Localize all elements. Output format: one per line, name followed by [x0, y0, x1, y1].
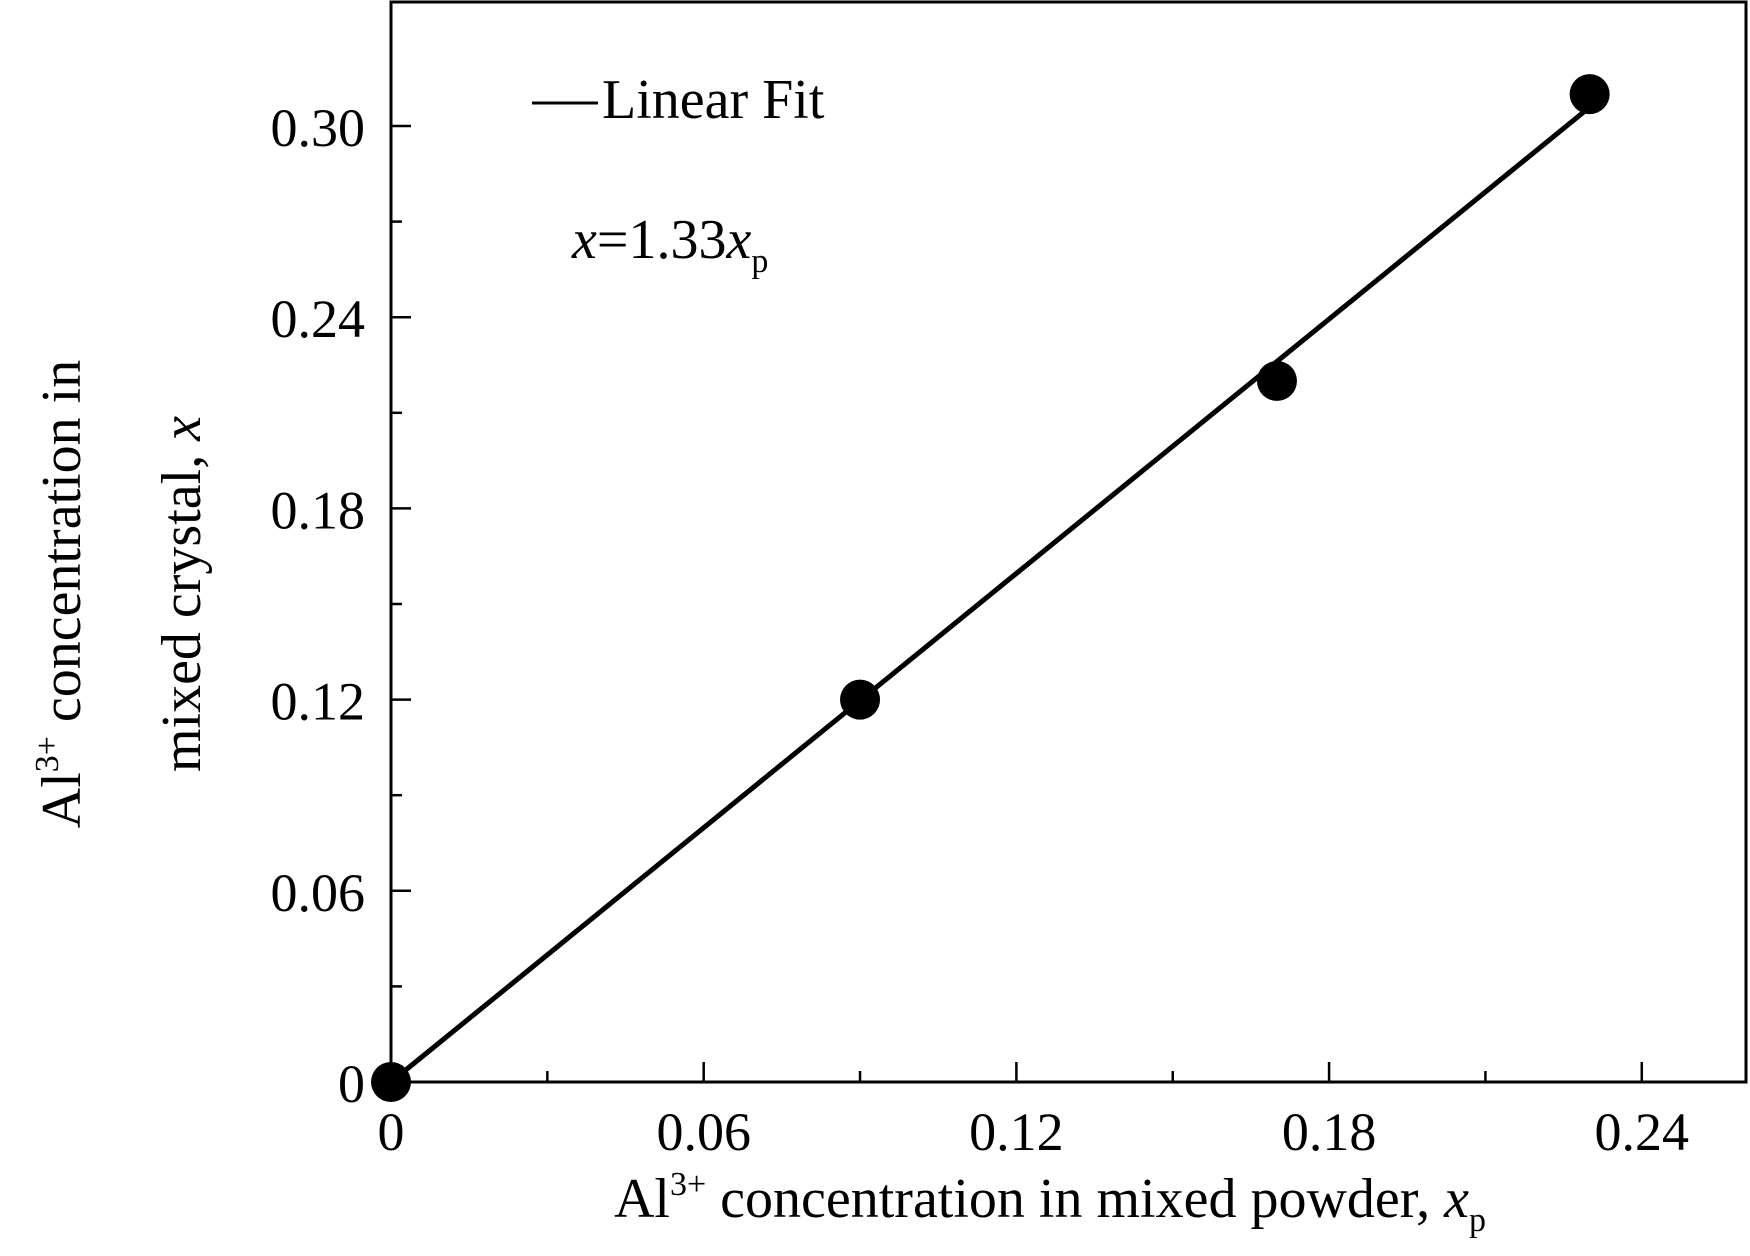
ylabel-prefix: Al: [31, 772, 93, 828]
data-points: [371, 74, 1610, 1102]
x-tick-label: 0.18: [1282, 1102, 1377, 1162]
legend-label: Linear Fit: [602, 69, 825, 131]
y-tick-label: 0.24: [271, 289, 366, 349]
y-tick-label: 0: [338, 1054, 365, 1114]
xlabel-prefix: Al: [614, 1168, 670, 1230]
y-tick-label: 0.18: [271, 480, 366, 540]
ylabel-superscript: 3+: [29, 736, 66, 772]
equation-mid: =1.33: [597, 209, 727, 271]
data-point: [1569, 74, 1610, 115]
y-tick-label: 0.06: [271, 863, 366, 923]
ylabel-var: x: [151, 416, 213, 442]
fit-line: [388, 104, 1593, 1085]
y-tick-label: 0.12: [271, 672, 366, 732]
equation-var: x: [725, 209, 751, 271]
ylabel-line1: Al3+ concentration in: [29, 360, 93, 829]
ylabel-main-2: mixed crystal,: [151, 441, 213, 772]
xlabel-subscript: p: [1469, 1202, 1486, 1239]
x-tick-label: 0.24: [1595, 1102, 1690, 1162]
fit-line-group: [388, 104, 1593, 1085]
data-point: [840, 679, 881, 720]
x-tick-label: 0.06: [656, 1102, 751, 1162]
y-tick-label: 0.30: [271, 98, 366, 158]
equation-subscript: p: [751, 243, 768, 280]
plot-frame: [389, 0, 1748, 1084]
x-tick-label: 0: [378, 1102, 405, 1162]
y-axis-label: Al3+ concentration in mixed crystal, x: [29, 360, 213, 829]
x-axis-ticks: 0 0.06 0.12 0.18 0.24: [378, 1062, 1690, 1162]
ylabel-main-1: concentration in: [31, 360, 93, 736]
xlabel-main: concentration in mixed powder,: [706, 1168, 1444, 1230]
xlabel-superscript: 3+: [670, 1166, 706, 1203]
x-axis-label: Al3+ concentration in mixed powder, xp: [614, 1166, 1486, 1239]
x-tick-label: 0.12: [969, 1102, 1064, 1162]
axes-frame: [389, 0, 1748, 1084]
legend: Linear Fit: [532, 69, 825, 131]
ylabel-line2: mixed crystal, x: [151, 416, 213, 772]
equation-lhs: x: [571, 209, 597, 271]
data-point: [1256, 360, 1297, 401]
xlabel-var: x: [1443, 1168, 1469, 1230]
y-axis-ticks: 0 0.06 0.12 0.18 0.24 0.30: [271, 98, 411, 1114]
fit-equation: x=1.33xp: [571, 209, 768, 280]
data-point: [371, 1062, 411, 1102]
